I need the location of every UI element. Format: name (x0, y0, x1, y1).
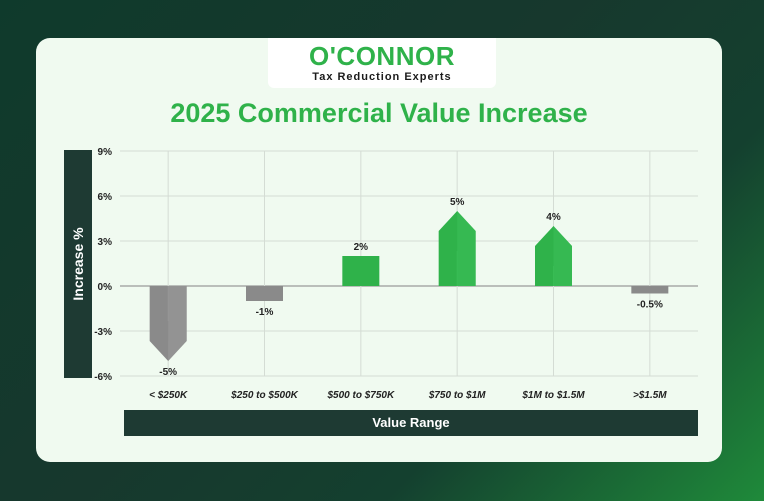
bar-facet (553, 226, 572, 286)
bar (631, 286, 669, 294)
y-tick-label: 3% (98, 237, 113, 248)
x-tick-label: $1M to $1.5M (521, 390, 585, 401)
bar (342, 256, 380, 286)
chart-title: 2025 Commercial Value Increase (170, 98, 588, 128)
y-tick-label: -3% (94, 327, 112, 338)
bar-facet (168, 286, 187, 361)
x-tick-label: < $250K (149, 390, 188, 401)
y-tick-label: 6% (98, 192, 113, 203)
y-tick-label: 9% (98, 147, 113, 158)
data-label: -5% (159, 367, 177, 378)
y-axis-label-bar (64, 150, 92, 378)
y-tick-label: -6% (94, 372, 112, 383)
x-tick-label: $500 to $750K (326, 390, 394, 401)
x-tick-label: $750 to $1M (428, 390, 486, 401)
logo-tagline: Tax Reduction Experts (312, 71, 452, 83)
chart-card (36, 38, 722, 462)
x-tick-label: $250 to $500K (230, 390, 298, 401)
logo-brand: O'CONNOR (309, 41, 455, 71)
data-label: 5% (450, 197, 465, 208)
data-label: -1% (256, 307, 274, 318)
bar (246, 286, 283, 301)
y-tick-label: 0% (98, 282, 113, 293)
logo: O'CONNOR Tax Reduction Experts (268, 38, 496, 88)
data-label: 4% (546, 212, 561, 223)
x-axis-label: Value Range (124, 410, 698, 436)
x-tick-label: >$1.5M (633, 390, 667, 401)
data-label: -0.5% (637, 300, 663, 311)
data-label: 2% (354, 242, 369, 253)
bar-facet (457, 211, 476, 286)
